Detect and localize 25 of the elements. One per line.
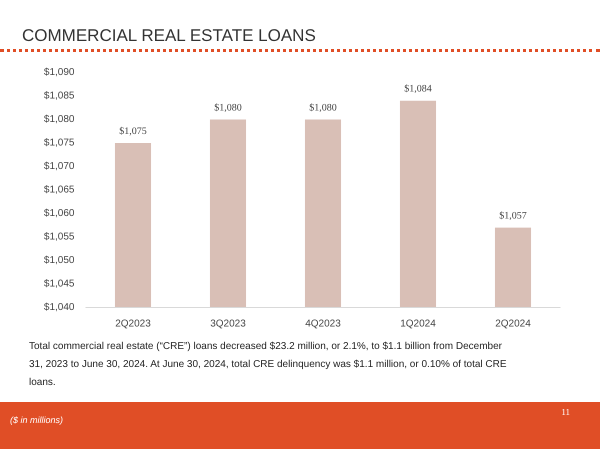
y-tick-label: $1,080	[44, 114, 75, 125]
x-tick-label: 3Q2023	[210, 318, 246, 330]
data-label: $1,084	[404, 84, 432, 95]
y-tick-label: $1,065	[44, 184, 75, 196]
y-tick-label: $1,045	[44, 278, 75, 290]
x-tick-label: 2Q2023	[115, 318, 152, 330]
text: 11	[561, 406, 570, 419]
data-label: $1,080	[309, 102, 337, 114]
y-tick-label: $1,055	[44, 232, 75, 242]
y-tick-label: $1,090	[44, 67, 75, 78]
x-tick-label: 1Q2024	[400, 318, 436, 330]
data-label: $1,057	[499, 210, 527, 222]
text: Total commercial real estate (“CRE”) loans decreased $23.2 million, or 2.1%, to $1.1 billion from December 31, 2023 to June 30, 2024. At June 30, 2024, total CRE delinquency was $1.1 million, or 0.10% of total CRE loans.	[29, 340, 508, 390]
data-label: $1,075	[119, 126, 147, 137]
y-tick-label: $1,040	[44, 302, 75, 313]
text: ($ in millions)	[10, 415, 64, 425]
chart-title: COMMERCIAL REAL ESTATE LOANS	[22, 25, 316, 47]
y-tick-label: $1,085	[44, 90, 75, 102]
y-tick-label: $1,070	[44, 161, 75, 172]
y-tick-label: $1,075	[44, 138, 75, 148]
data-label: $1,080	[214, 102, 242, 114]
x-tick-label: 2Q2024	[495, 318, 532, 330]
y-tick-label: $1,060	[44, 208, 75, 219]
y-tick-label: $1,050	[44, 255, 75, 266]
x-tick-label: 4Q2023	[305, 318, 342, 330]
